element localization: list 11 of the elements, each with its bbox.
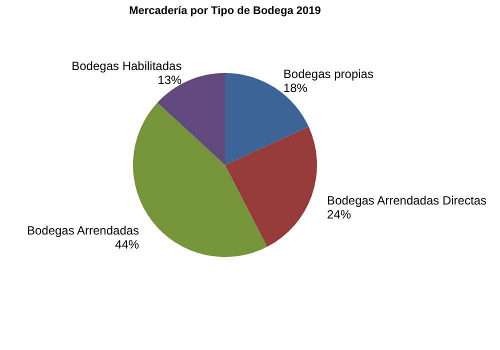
- data-label: 13%: [158, 73, 182, 88]
- pie-slice: [157, 73, 225, 165]
- data-label: 24%: [327, 207, 352, 222]
- chart-title: Mercadería por Tipo de Bodega 2019: [129, 5, 321, 17]
- slice-label: Bodegas Arrendadas Directas: [327, 193, 486, 208]
- pie-slice: [225, 126, 317, 247]
- slice-label: Bodegas propias: [283, 67, 374, 82]
- slice-label: Bodegas Arrendadas: [26, 223, 140, 238]
- data-label: 18%: [283, 81, 308, 96]
- slice-label: Bodegas Habilitadas: [72, 59, 182, 74]
- data-label: 44%: [115, 237, 140, 252]
